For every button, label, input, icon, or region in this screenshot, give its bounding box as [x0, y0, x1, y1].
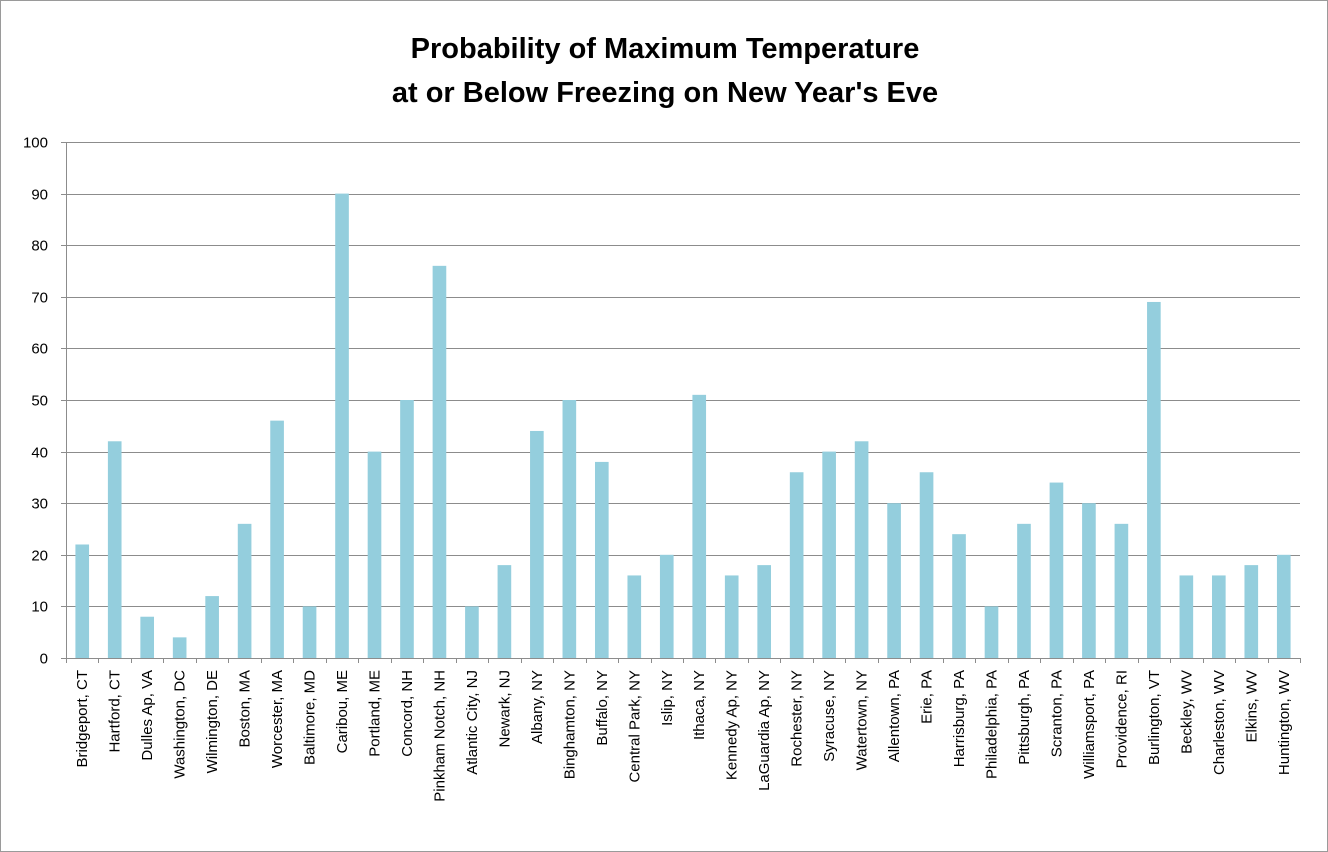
bar — [692, 394, 707, 658]
bar — [465, 606, 479, 658]
x-tick-label: Scranton, PA — [1048, 670, 1065, 757]
y-tick-label: 30 — [31, 496, 48, 513]
x-tick-label: Providence, RI — [1113, 670, 1130, 768]
x-tick-label: Worcester, MA — [269, 670, 286, 768]
bar — [205, 596, 219, 658]
x-tick-label: LaGuardia Ap, NY — [756, 670, 773, 791]
bar — [822, 451, 836, 658]
bar — [432, 265, 447, 658]
y-tick-label: 100 — [23, 135, 48, 152]
chart-title-line-2: at or Below Freezing on New Year's Eve — [391, 77, 939, 109]
bar — [270, 420, 284, 658]
bar — [1017, 523, 1031, 658]
y-tick-label: 70 — [31, 290, 48, 307]
bar — [530, 430, 544, 658]
bar — [562, 400, 577, 658]
bar — [724, 575, 739, 658]
x-tick-label: Pinkham Notch, NH — [431, 670, 448, 802]
x-tick-label: Central Park, NY — [626, 670, 643, 783]
bar — [1114, 523, 1129, 658]
y-axis: 0 10 20 30 40 50 60 70 80 90 100 — [23, 135, 67, 668]
x-tick-label: Concord, NH — [399, 670, 416, 757]
bar — [335, 193, 349, 658]
bar — [594, 461, 609, 658]
bar — [757, 565, 772, 658]
x-tick-label: Huntington, WV — [1276, 670, 1293, 775]
y-tick-label: 40 — [31, 445, 48, 462]
bar — [659, 554, 674, 658]
bar — [1082, 503, 1096, 658]
x-tick-label: Caribou, ME — [334, 670, 351, 753]
y-tick-label: 10 — [31, 599, 48, 616]
x-tick-label: Islip, NY — [659, 670, 676, 726]
x-tick-label: Washington, DC — [172, 670, 189, 779]
x-tick-label: Elkins, WV — [1243, 670, 1260, 743]
bar — [887, 503, 901, 658]
bar — [172, 637, 187, 658]
bar — [854, 441, 869, 658]
bar — [1244, 565, 1259, 658]
bar — [1211, 575, 1226, 658]
x-tick-label: Harrisburg, PA — [951, 670, 968, 767]
bar — [302, 606, 317, 658]
y-tick-label: 90 — [31, 187, 48, 204]
bars — [75, 193, 1291, 658]
y-tick-label: 50 — [31, 393, 48, 410]
x-tick-label: Williamsport, PA — [1081, 670, 1098, 779]
bar — [1276, 554, 1291, 658]
x-tick-label: Buffalo, NY — [594, 670, 611, 746]
bar — [1147, 301, 1161, 658]
chart-title-line-1: Probability of Maximum Temperature — [410, 33, 920, 65]
bar — [75, 544, 90, 658]
x-tick-label: Boston, MA — [237, 670, 254, 748]
x-tick-label: Erie, PA — [919, 670, 936, 724]
x-tick-label: Albany, NY — [529, 670, 546, 744]
bar — [1049, 482, 1064, 658]
x-tick-label: Dulles Ap, VA — [139, 670, 156, 761]
x-tick-label: Binghamton, NY — [561, 670, 578, 779]
x-tick-label: Kennedy Ap, NY — [724, 670, 741, 780]
x-tick-label: Wilmington, DE — [204, 670, 221, 773]
bar — [984, 606, 999, 658]
y-tick-label: 60 — [31, 341, 48, 358]
x-tick-label: Syracuse, NY — [821, 670, 838, 762]
x-tick-label: Allentown, PA — [886, 670, 903, 762]
x-tick-label: Hartford, CT — [107, 670, 124, 753]
y-tick-label: 80 — [31, 238, 48, 255]
x-tick-label: Baltimore, MD — [302, 670, 319, 765]
bar — [367, 451, 382, 658]
x-tick-label: Ithaca, NY — [691, 670, 708, 740]
x-tick-label: Watertown, NY — [854, 670, 871, 770]
bar — [497, 565, 512, 658]
y-tick-label: 20 — [31, 548, 48, 565]
x-tick-label: Charleston, WV — [1211, 670, 1228, 775]
x-tick-label: Pittsburgh, PA — [1016, 670, 1033, 765]
bar — [140, 616, 155, 658]
x-tick-label: Burlington, VT — [1146, 670, 1163, 765]
x-tick-label: Atlantic City, NJ — [464, 670, 481, 775]
x-axis: Bridgeport, CT Hartford, CT Dulles Ap, VA W… — [66, 658, 1301, 802]
x-tick-label: Beckley, WV — [1178, 670, 1195, 754]
bar — [919, 472, 934, 658]
x-tick-label: Rochester, NY — [789, 670, 806, 767]
bar — [789, 472, 804, 658]
bar — [400, 400, 414, 658]
bar — [627, 575, 642, 658]
x-tick-label: Philadelphia, PA — [984, 670, 1001, 779]
x-tick-label: Portland, ME — [367, 670, 384, 757]
x-tick-label: Bridgeport, CT — [74, 670, 91, 768]
x-tick-label: Newark, NJ — [496, 670, 513, 748]
bar — [952, 534, 966, 658]
bar — [1179, 575, 1194, 658]
y-tick-label: 0 — [40, 651, 48, 668]
bar — [107, 441, 122, 658]
bar — [237, 523, 252, 658]
